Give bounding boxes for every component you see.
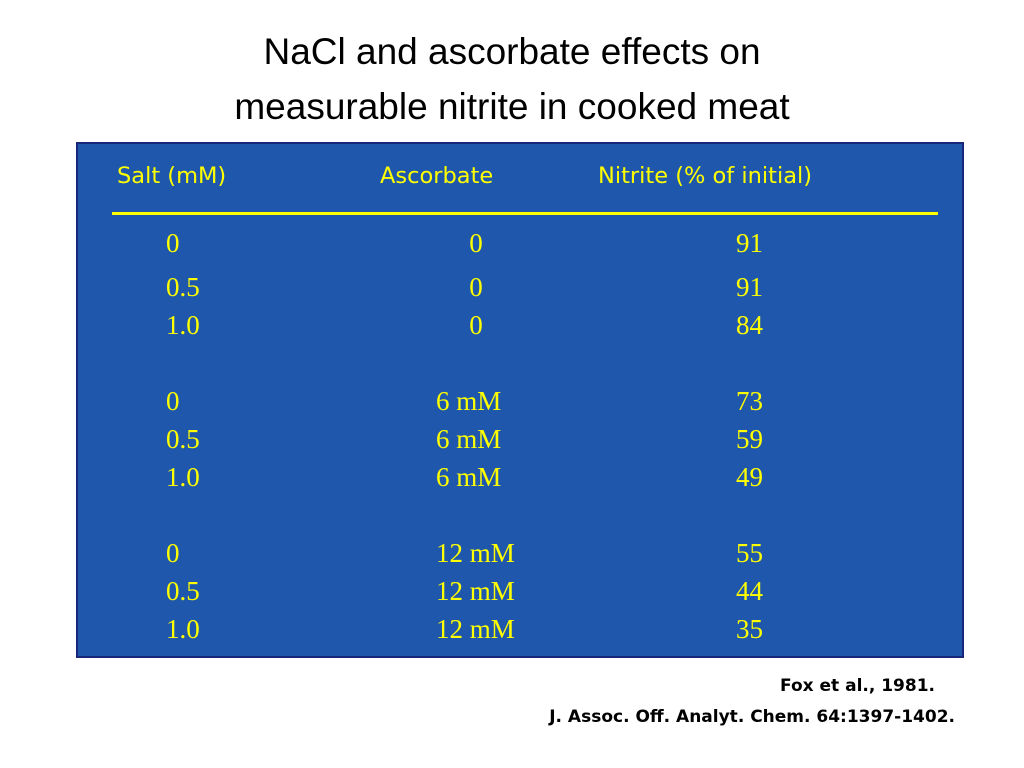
column-header-ascorbate: Ascorbate <box>380 163 494 189</box>
cell-salt: 0.5 <box>166 272 200 302</box>
header-divider <box>112 212 938 215</box>
column-header-nitrite: Nitrite (% of initial) <box>598 163 813 189</box>
cell-nitrite: 91 <box>736 228 763 258</box>
cell-ascorbate: 6 mM <box>436 386 502 416</box>
cell-salt: 0 <box>166 538 180 568</box>
slide-title-line-1: NaCl and ascorbate effects on <box>263 31 761 72</box>
cell-salt: 0 <box>166 386 180 416</box>
cell-salt: 1.0 <box>166 462 200 492</box>
cell-nitrite: 73 <box>736 386 763 416</box>
cell-ascorbate: 12 mM <box>436 614 515 644</box>
cell-ascorbate: 6 mM <box>436 462 502 492</box>
cell-nitrite: 84 <box>736 310 763 340</box>
cell-nitrite: 59 <box>736 424 763 454</box>
cell-salt: 1.0 <box>166 614 200 644</box>
cell-salt: 0.5 <box>166 424 200 454</box>
cell-ascorbate: 12 mM <box>436 576 515 606</box>
cell-ascorbate: 0 <box>469 310 483 340</box>
cell-nitrite: 49 <box>736 462 763 492</box>
cell-ascorbate: 0 <box>469 272 483 302</box>
cell-nitrite: 91 <box>736 272 763 302</box>
citation-journal: J. Assoc. Off. Analyt. Chem. 64:1397-140… <box>549 707 955 727</box>
cell-nitrite: 44 <box>736 576 763 606</box>
data-table-panel <box>76 142 964 658</box>
cell-ascorbate: 12 mM <box>436 538 515 568</box>
slide-title-line-2: measurable nitrite in cooked meat <box>234 86 790 127</box>
cell-salt: 1.0 <box>166 310 200 340</box>
cell-nitrite: 35 <box>736 614 763 644</box>
cell-ascorbate: 6 mM <box>436 424 502 454</box>
cell-nitrite: 55 <box>736 538 763 568</box>
column-header-salt: Salt (mM) <box>117 163 227 189</box>
citation-authors: Fox et al., 1981. <box>780 676 935 696</box>
cell-salt: 0.5 <box>166 576 200 606</box>
cell-salt: 0 <box>166 228 180 258</box>
slide-title: NaCl and ascorbate effects on measurable… <box>0 24 1024 134</box>
cell-ascorbate: 0 <box>469 228 483 258</box>
